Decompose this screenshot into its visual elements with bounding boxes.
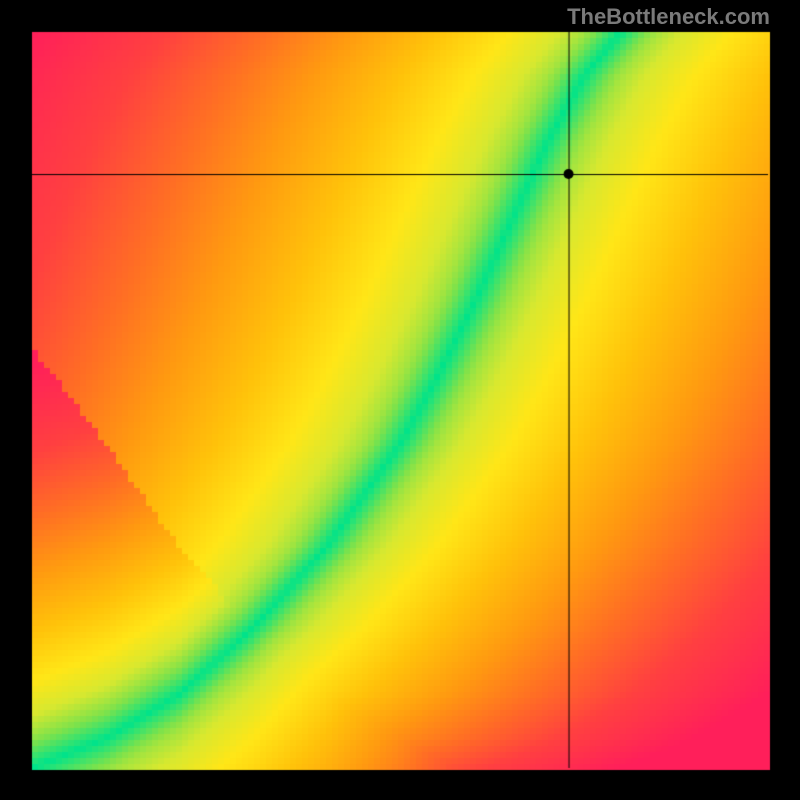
chart-container: TheBottleneck.com [0, 0, 800, 800]
bottleneck-heatmap [0, 0, 800, 800]
watermark-text: TheBottleneck.com [567, 4, 770, 30]
